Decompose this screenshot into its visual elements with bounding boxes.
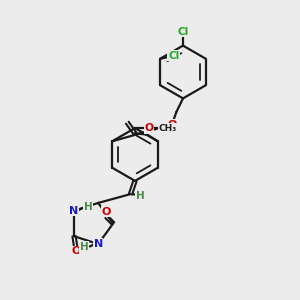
Text: O: O	[101, 207, 111, 217]
Text: H: H	[136, 190, 145, 201]
Text: N: N	[94, 239, 103, 249]
Text: CH₃: CH₃	[158, 124, 176, 133]
Text: O: O	[167, 119, 177, 130]
Text: H: H	[80, 242, 89, 252]
Text: H: H	[84, 202, 93, 212]
Text: Cl: Cl	[177, 27, 189, 37]
Text: O: O	[71, 246, 81, 256]
Text: O: O	[144, 123, 153, 133]
Text: N: N	[69, 206, 79, 216]
Text: Cl: Cl	[168, 51, 179, 61]
